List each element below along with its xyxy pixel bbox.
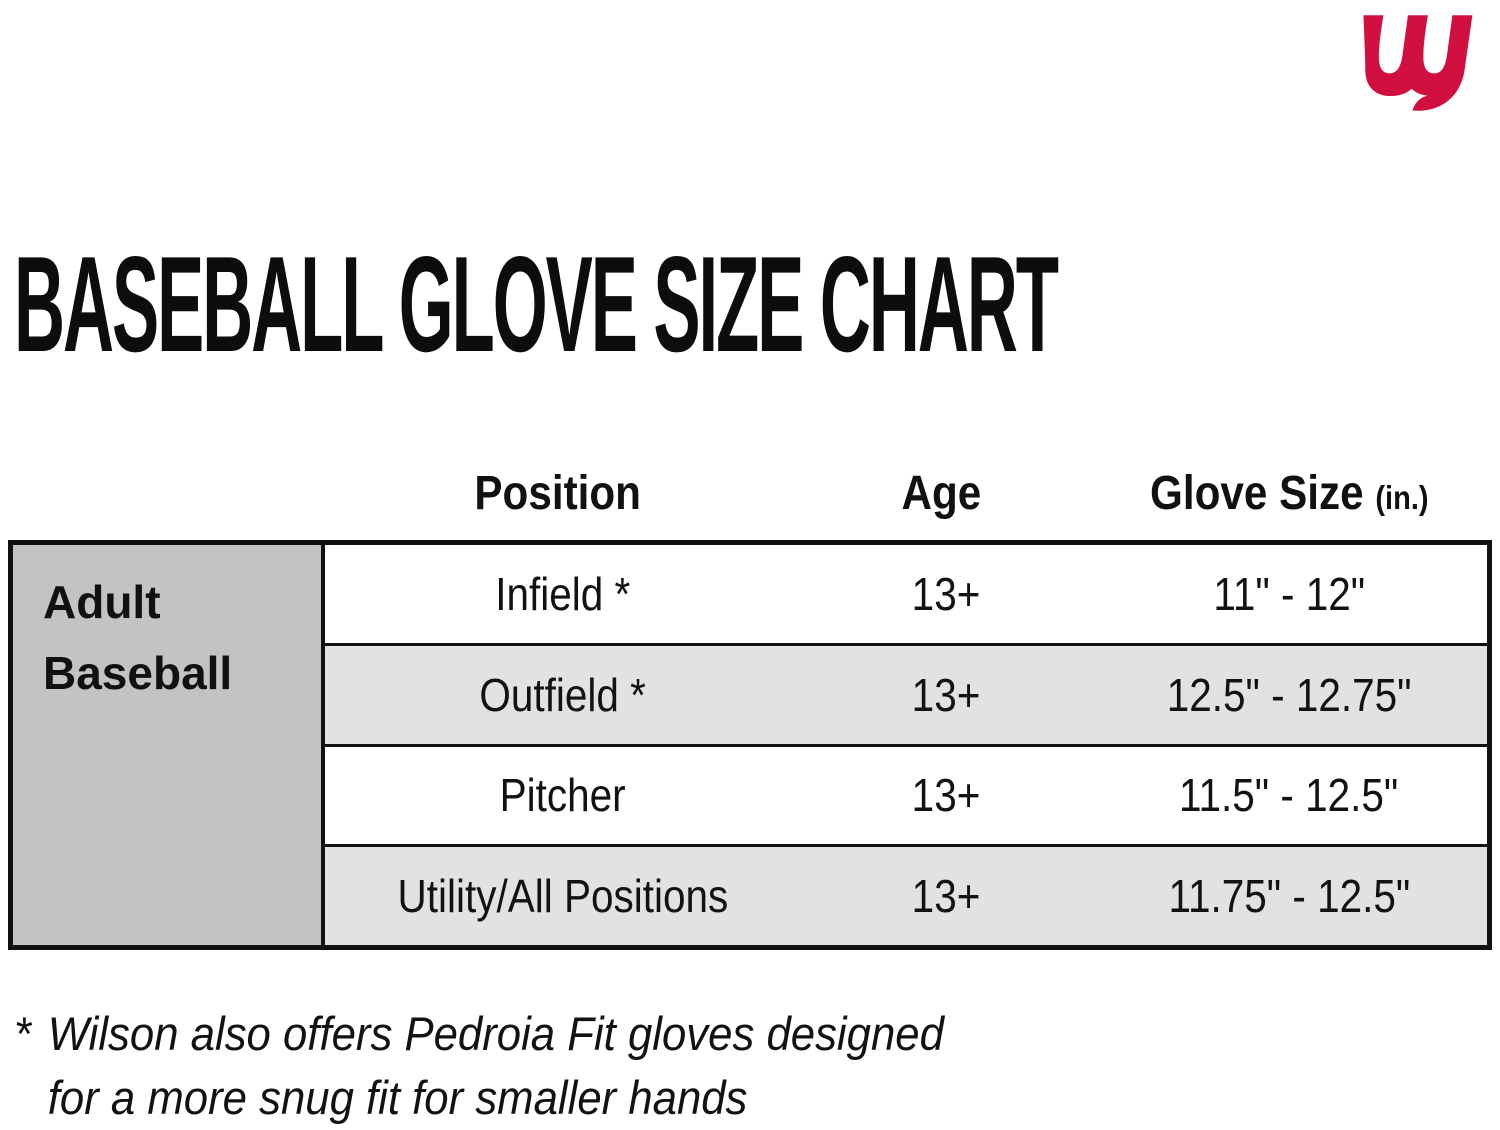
- cell-age-text: 13+: [911, 769, 981, 822]
- footnote-asterisk: *: [14, 1007, 32, 1060]
- row-group-cell-adult-baseball: Adult Baseball: [13, 545, 325, 945]
- cell-glove-size-text: 11.75" - 12.5": [1168, 870, 1410, 923]
- cell-glove-size: 11" - 12": [1091, 567, 1487, 621]
- table-row: Pitcher 13+ 11.5" - 12.5": [325, 743, 1487, 845]
- footnote-line1: Wilson also offers Pedroia Fit gloves de…: [47, 1007, 944, 1060]
- row-group-label-line2: Baseball: [43, 647, 233, 699]
- page-title: BASEBALL GLOVE SIZE CHART: [14, 228, 1059, 380]
- cell-glove-size: 11.5" - 12.5": [1091, 768, 1487, 822]
- cell-glove-size-text: 11" - 12": [1213, 567, 1365, 620]
- glove-size-text: Glove Size: [1149, 466, 1364, 520]
- cell-age: 13+: [801, 869, 1091, 923]
- column-header-position-label: Position: [474, 466, 642, 520]
- cell-glove-size: 11.75" - 12.5": [1091, 869, 1487, 923]
- cell-position: Utility/All Positions: [325, 869, 801, 923]
- column-header-age-label: Age: [901, 466, 981, 520]
- cell-age: 13+: [801, 768, 1091, 822]
- cell-position-text: Utility/All Positions: [397, 870, 729, 923]
- table-header-row: Position Age Glove Size (in.): [8, 450, 1492, 536]
- footnote-line2: for a more snug fit for smaller hands: [47, 1071, 748, 1124]
- footnote-text: Wilson also offers Pedroia Fit gloves de…: [48, 1002, 944, 1130]
- glove-size-unit: (in.): [1375, 478, 1429, 516]
- column-header-glove-size-label: Glove Size (in.): [1150, 466, 1429, 521]
- cell-glove-size-text: 12.5" - 12.75": [1166, 668, 1412, 721]
- column-header-position: Position: [320, 466, 796, 521]
- cell-position: Outfield *: [325, 668, 801, 722]
- table-row: Infield * 13+ 11" - 12": [325, 545, 1487, 643]
- cell-position-text: Infield *: [495, 567, 631, 620]
- cell-age-text: 13+: [911, 870, 981, 923]
- cell-age-text: 13+: [911, 567, 981, 620]
- footnote: * Wilson also offers Pedroia Fit gloves …: [14, 1002, 944, 1130]
- table-rows: Infield * 13+ 11" - 12" Outfield * 13+ 1…: [325, 545, 1487, 945]
- column-header-glove-size: Glove Size (in.): [1086, 466, 1492, 521]
- row-group-label-line1: Adult: [43, 576, 161, 628]
- cell-age: 13+: [801, 567, 1091, 621]
- cell-glove-size: 12.5" - 12.75": [1091, 668, 1487, 722]
- cell-position: Infield *: [325, 567, 801, 621]
- wilson-w-logo: [1358, 8, 1476, 116]
- table-row: Outfield * 13+ 12.5" - 12.75": [325, 642, 1487, 744]
- table-row: Utility/All Positions 13+ 11.75" - 12.5": [325, 844, 1487, 945]
- glove-size-table: Adult Baseball Infield * 13+ 11" - 12" O…: [8, 540, 1492, 950]
- cell-age-text: 13+: [911, 668, 981, 721]
- column-header-age: Age: [796, 466, 1086, 521]
- cell-glove-size-text: 11.5" - 12.5": [1179, 769, 1399, 822]
- cell-position: Pitcher: [325, 768, 801, 822]
- cell-position-text: Pitcher: [499, 769, 626, 822]
- cell-position-text: Outfield *: [479, 668, 647, 721]
- wilson-w-icon: [1363, 15, 1473, 111]
- cell-age: 13+: [801, 668, 1091, 722]
